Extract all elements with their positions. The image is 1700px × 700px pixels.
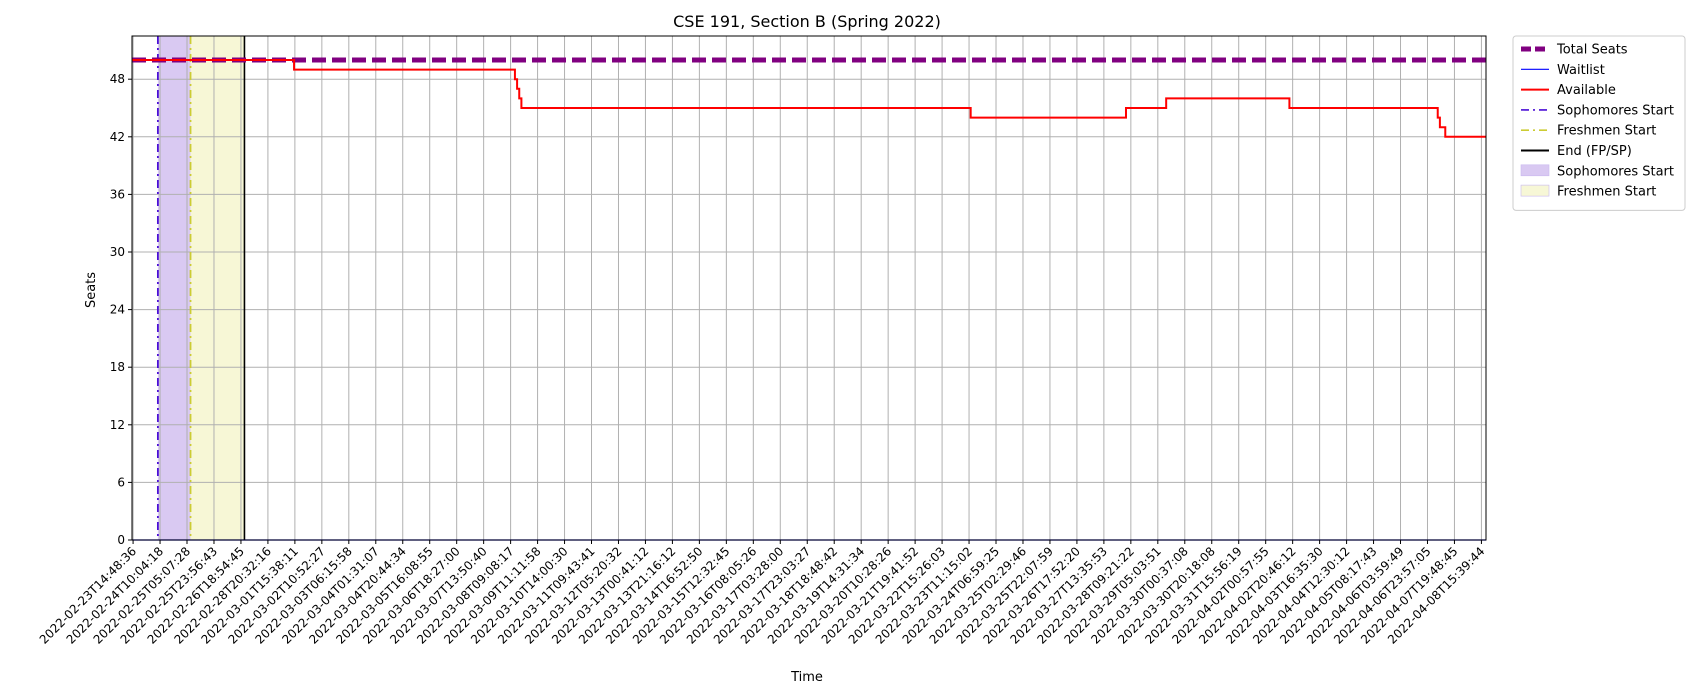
y-tick-label: 36: [110, 187, 125, 201]
chart-title: CSE 191, Section B (Spring 2022): [673, 12, 941, 31]
legend-label: Freshmen Start: [1557, 124, 1656, 139]
legend-label: End (FP/SP): [1557, 144, 1632, 159]
series-line-available: [132, 59, 1486, 138]
legend-swatch: [1520, 164, 1550, 177]
y-tick-label: 12: [110, 418, 125, 432]
y-tick-label: 0: [117, 533, 125, 547]
y-tick-label: 6: [117, 475, 125, 489]
legend-label: Available: [1557, 83, 1616, 98]
series: [132, 57, 1486, 541]
legend-label: Total Seats: [1556, 43, 1628, 58]
period-markers: [156, 36, 246, 540]
legend-label: Sophomores Start: [1557, 164, 1674, 179]
span-1: [157, 36, 191, 540]
y-tick-label: 42: [110, 130, 125, 144]
y-tick-label: 24: [110, 303, 125, 317]
y-axis-label: Seats: [84, 272, 99, 308]
legend-box: [1512, 35, 1686, 211]
y-tick-label: 18: [110, 360, 125, 374]
shaded-spans: [157, 36, 245, 540]
legend-label: Freshmen Start: [1557, 185, 1656, 200]
x-axis-label: Time: [790, 670, 823, 685]
span-2: [190, 36, 245, 540]
y-tick-label: 30: [110, 245, 125, 259]
y-axis-ticks: 0 6 12 18 24 30 36 42 48: [110, 72, 132, 547]
grid: [132, 36, 1486, 541]
y-tick-label: 48: [110, 72, 125, 86]
legend: Total Seats Waitlist Available Sophomores S…: [1512, 35, 1686, 211]
legend-label: Sophomores Start: [1557, 103, 1674, 118]
plot-frame: [131, 35, 1487, 541]
legend-label: Waitlist: [1557, 63, 1605, 78]
x-axis-ticks: 2022-02-23T14:48:362022-02-24T10:04:1820…: [37, 540, 1488, 647]
legend-swatch: [1520, 184, 1550, 197]
